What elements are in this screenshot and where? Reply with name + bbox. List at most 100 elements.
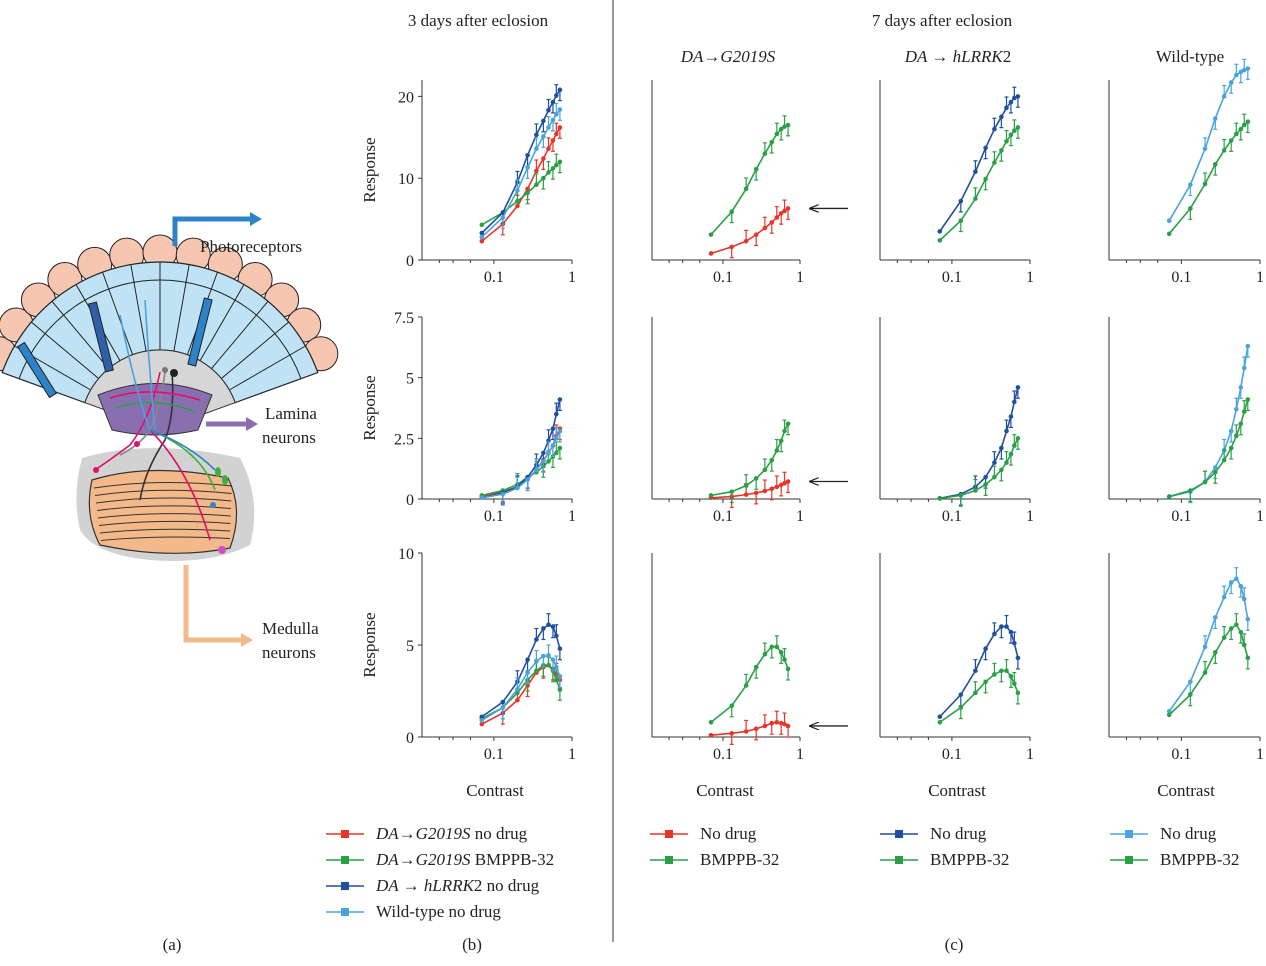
- data-point: [1234, 406, 1239, 412]
- data-point: [546, 170, 551, 175]
- data-point: [541, 134, 546, 139]
- series-line: [939, 387, 1019, 500]
- x-tick-label: 1: [1026, 508, 1034, 525]
- data-point: [1238, 583, 1244, 589]
- legend-label-italic: DA → hLRRK: [375, 876, 476, 895]
- data-point: [782, 428, 787, 434]
- legend-marker: [895, 856, 903, 864]
- data-point: [1008, 629, 1014, 635]
- chart-wildtype-medulla: 0.1 1: [1108, 553, 1264, 763]
- data-point: [729, 703, 735, 709]
- data-point: [1238, 421, 1244, 427]
- data-point: [958, 218, 964, 224]
- series-line: [1168, 399, 1249, 498]
- y-axis-label: Response: [360, 137, 379, 202]
- data-point: [1012, 681, 1017, 686]
- data-point: [992, 631, 997, 637]
- data-point: [479, 230, 485, 236]
- data-point: [479, 721, 485, 727]
- data-point: [557, 673, 563, 679]
- legend-entry: No drug: [650, 824, 757, 843]
- y-tick-label: 0: [406, 730, 414, 747]
- series-line: [481, 89, 561, 234]
- ommatidium-divider: [130, 264, 147, 352]
- data-point: [983, 145, 988, 151]
- data-point: [1202, 644, 1208, 650]
- photoreceptor-axons: [17, 297, 213, 399]
- data-point: [554, 411, 559, 417]
- data-point: [1228, 445, 1234, 451]
- legend-label: DA→G2019S BMPPB-32: [375, 850, 554, 869]
- data-point: [557, 107, 563, 112]
- data-point: [785, 421, 791, 427]
- panel-label-a: (a): [163, 935, 182, 954]
- data-point: [708, 232, 714, 237]
- data-point: [1245, 343, 1251, 349]
- data-point: [973, 690, 978, 696]
- data-point: [554, 450, 559, 456]
- x-tick-label: 0.1: [484, 508, 504, 525]
- data-point: [753, 664, 759, 670]
- data-point: [546, 107, 551, 113]
- data-point: [479, 495, 485, 501]
- data-point: [541, 450, 546, 456]
- header-col-hlrrk2-italic: DA → hLRRK: [904, 47, 1005, 66]
- data-point: [479, 222, 485, 228]
- data-point: [729, 489, 735, 495]
- data-point: [1012, 95, 1017, 101]
- data-point: [1221, 594, 1227, 600]
- data-point: [1234, 433, 1239, 439]
- medulla-arrow-head: [241, 633, 253, 647]
- x-tick-label: 1: [1256, 746, 1264, 763]
- legend-entry: DA→G2019S BMPPB-32: [326, 850, 554, 869]
- data-point: [1166, 712, 1172, 718]
- data-point: [762, 225, 768, 231]
- data-point: [554, 131, 559, 137]
- data-point: [500, 215, 506, 220]
- data-point: [708, 719, 714, 725]
- data-point: [1241, 596, 1247, 602]
- data-point: [992, 474, 997, 480]
- x-tick-label: 0.1: [713, 746, 733, 763]
- data-point: [550, 443, 556, 448]
- data-point: [479, 238, 485, 244]
- data-point: [1228, 626, 1234, 631]
- legend-label: No drug: [930, 824, 987, 843]
- x-tick-label: 0.1: [1171, 746, 1191, 763]
- data-point: [769, 139, 775, 145]
- series-line: [481, 664, 561, 720]
- data-point: [1188, 692, 1193, 697]
- chart-wildtype-lamina: 0.1 1: [1108, 317, 1264, 525]
- legend-label: No drug: [700, 824, 757, 843]
- y-tick-label: 20: [398, 89, 414, 106]
- x-tick-label: 1: [1256, 269, 1264, 286]
- data-point: [785, 723, 791, 729]
- ommatidium-divider: [30, 321, 100, 379]
- data-point: [1012, 640, 1017, 646]
- data-point: [557, 87, 563, 93]
- data-point: [554, 633, 559, 639]
- series-line: [481, 108, 561, 238]
- header-col-wildtype: Wild-type: [1156, 47, 1224, 66]
- medulla-label-line2: neurons: [262, 643, 316, 662]
- panel-label-c: (c): [945, 935, 964, 954]
- medulla-layer-line: [98, 520, 231, 526]
- data-point: [541, 118, 546, 124]
- data-point: [554, 162, 559, 168]
- data-point: [1008, 414, 1014, 419]
- data-point: [782, 480, 787, 486]
- chart-b-lamina: 0.1 1 0 2.5 5 7.5 Response: [360, 310, 576, 525]
- x-tick-label: 1: [796, 746, 804, 763]
- data-point: [1245, 66, 1251, 71]
- data-point: [534, 467, 539, 473]
- series-line: [1168, 623, 1249, 716]
- data-point: [1234, 131, 1239, 137]
- data-point: [958, 198, 964, 204]
- data-point: [973, 488, 978, 493]
- data-point: [992, 160, 997, 165]
- data-point: [525, 670, 530, 675]
- y-tick-label: 10: [398, 171, 414, 188]
- data-point: [785, 666, 791, 672]
